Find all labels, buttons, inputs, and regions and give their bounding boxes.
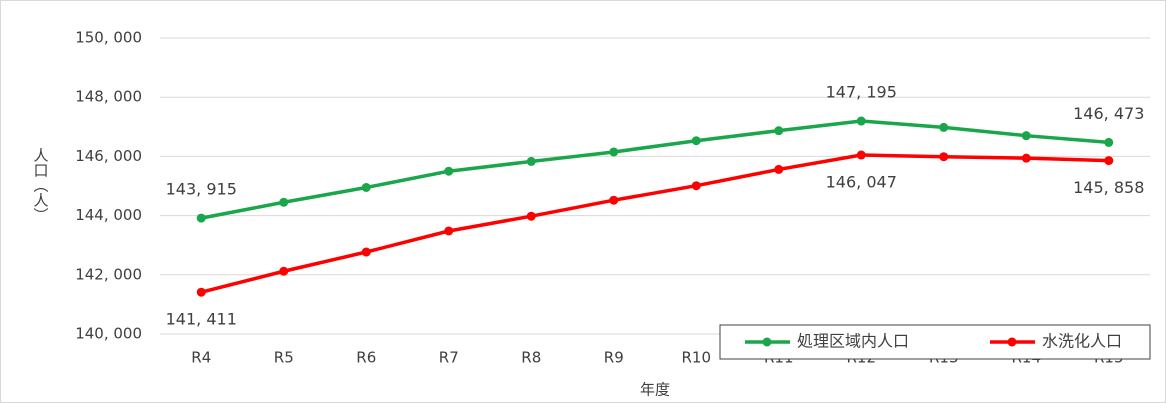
x-tick-label: R4 [191, 349, 211, 367]
y-axis-label: 人口（人） [32, 148, 50, 223]
data-point [196, 287, 206, 297]
data-point [609, 195, 619, 205]
data-point [361, 182, 371, 192]
x-axis-label: 年度 [640, 381, 670, 399]
data-point [1021, 131, 1031, 141]
data-point [774, 164, 784, 174]
y-tick-label: 146, 000 [75, 147, 142, 165]
data-point [279, 266, 289, 276]
data-point [1104, 156, 1114, 166]
y-tick-label: 140, 000 [75, 325, 142, 343]
y-tick-label: 150, 000 [75, 29, 142, 47]
data-point [939, 122, 949, 132]
series-line [200, 119, 1109, 220]
y-tick-label: 142, 000 [75, 265, 142, 283]
legend-swatch-dot [1007, 337, 1017, 347]
data-point [526, 211, 536, 221]
legend-box [719, 324, 1151, 360]
data-point [444, 166, 454, 176]
x-tick-label: R5 [274, 349, 294, 367]
data-point [361, 247, 371, 257]
legend-swatch-dot [762, 337, 772, 347]
data-label: 143, 915 [166, 180, 237, 199]
data-point [196, 213, 206, 223]
y-tick-label: 148, 000 [75, 88, 142, 106]
data-label: 147, 195 [826, 83, 897, 102]
data-point [774, 126, 784, 136]
data-label: 141, 411 [166, 310, 237, 329]
data-point [526, 156, 536, 166]
data-point [856, 116, 866, 126]
x-tick-label: R10 [681, 349, 711, 367]
data-point [609, 147, 619, 157]
x-tick-label: R9 [604, 349, 624, 367]
data-point [691, 181, 701, 191]
data-point [691, 136, 701, 146]
data-point [856, 150, 866, 160]
data-point [1021, 153, 1031, 163]
data-point [444, 226, 454, 236]
y-tick-label: 144, 000 [75, 206, 142, 224]
data-label: 146, 047 [826, 173, 897, 192]
data-label: 146, 473 [1073, 104, 1144, 123]
data-point [939, 152, 949, 162]
legend-label: 処理区域内人口 [797, 332, 909, 351]
x-tick-label: R6 [356, 349, 376, 367]
x-tick-label: R7 [439, 349, 459, 367]
series-line [200, 153, 1109, 294]
legend-label: 水洗化人口 [1042, 332, 1122, 351]
x-tick-label: R8 [521, 349, 541, 367]
data-label: 145, 858 [1073, 178, 1144, 197]
data-point [1104, 137, 1114, 147]
data-point [279, 197, 289, 207]
